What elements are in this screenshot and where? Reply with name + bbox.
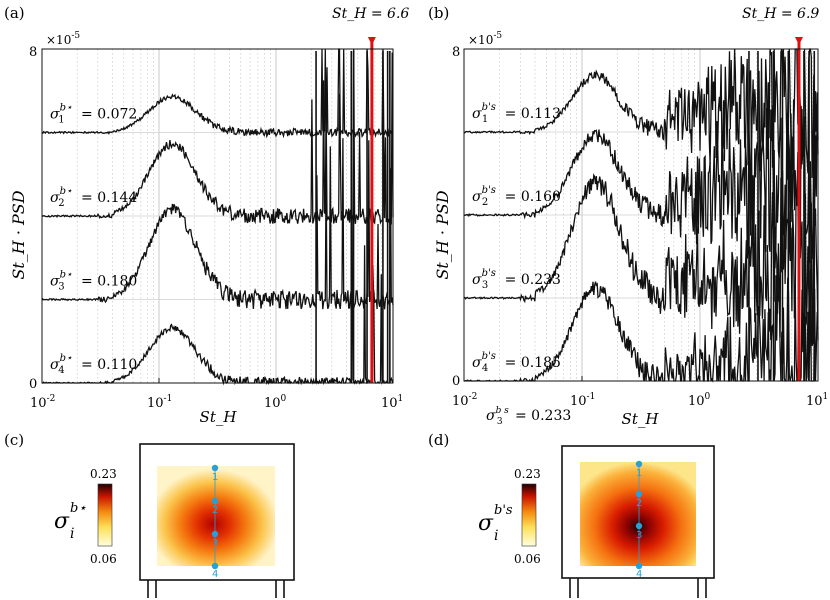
xtick-label: 10-1 xyxy=(147,394,172,411)
symbol-c: σ xyxy=(54,509,70,534)
sigma-label-2: σb's 2 = 0.160 xyxy=(472,185,561,208)
marker-line-a xyxy=(367,37,376,383)
probe-label-2: 2 xyxy=(212,505,218,516)
panel-label-a: (a) xyxy=(4,4,25,22)
xtick-label: 10-2 xyxy=(30,394,55,411)
probe-label-4: 4 xyxy=(212,569,218,580)
ylabel-a: St_H · PSD xyxy=(9,190,28,279)
symbol-sub-d: i xyxy=(494,528,498,544)
psd-trace-3 xyxy=(463,157,819,353)
map-label-c: (c) xyxy=(4,431,24,449)
probe-label-1: 1 xyxy=(636,468,642,479)
xticks-a: 10-2 10-1 100 101 xyxy=(30,378,403,411)
sigma-label-3: σb⋆ 3 = 0.180 xyxy=(50,270,137,293)
symbol-sup-c: b⋆ xyxy=(70,501,86,516)
probe-point-1 xyxy=(635,460,643,468)
exponent-label-b: ×10-5 xyxy=(468,31,502,47)
probe-point-2 xyxy=(635,490,643,498)
xtick-label: 100 xyxy=(264,394,287,411)
ylabel-b: St_H · PSD xyxy=(433,190,452,279)
cbar-max-c: 0.23 xyxy=(90,467,117,481)
psd-trace-2 xyxy=(463,92,819,269)
axes-frame-b xyxy=(463,48,819,382)
xticks-b: 10-2 10-1 100 101 xyxy=(452,376,828,409)
sigma-label-2: σb⋆ 2 = 0.144 xyxy=(50,186,137,209)
ytick-bottom-b: 0 xyxy=(452,374,460,389)
probes-c: 1 2 3 4 xyxy=(211,464,219,580)
psd-panel-b: (b) ×10-5 St_H = 6.9 8 0 10-2 10-1 100 101 … xyxy=(428,4,828,428)
probe-label-3: 3 xyxy=(636,530,642,541)
cbar-max-d: 0.23 xyxy=(514,467,541,481)
probe-point-3 xyxy=(635,522,643,530)
axes-frame-a xyxy=(41,48,394,384)
psd-trace-1 xyxy=(41,48,394,139)
xtick-label: 101 xyxy=(381,394,403,411)
cbar-min-d: 0.06 xyxy=(514,552,541,566)
probe-point-2 xyxy=(211,497,219,505)
marker-arrowhead xyxy=(367,37,376,45)
sigma-map-c: (c) σ i b⋆ 0.23 0.06 1 2 3 4 xyxy=(4,431,295,598)
sigma-map-d: (d) σ i b's 0.23 0.06 1 2 3 4 xyxy=(428,431,715,598)
probe-point-3 xyxy=(211,530,219,538)
xtick-label: 10-2 xyxy=(452,392,477,409)
sigma-labels-b: σb's 1 = 0.113 σb's 2 = 0.160 σb's 3 = 0.233 σ… xyxy=(472,102,561,374)
marker-arrowhead xyxy=(794,37,803,45)
xlabel-b: St_H xyxy=(622,410,660,428)
sigma-labels-a: σb⋆ 1 = 0.072 σb⋆ 2 = 0.144 σb⋆ 3 = 0.180 σb⋆ 4… xyxy=(50,103,137,377)
marker-label-b: St_H = 6.9 xyxy=(742,6,819,22)
symbol-d: σ xyxy=(478,511,494,536)
xtick-label: 10-1 xyxy=(570,392,595,409)
probe-point-4 xyxy=(635,562,643,570)
psd-trace-1 xyxy=(463,48,819,178)
xlabel-a: St_H xyxy=(200,408,238,426)
psd-trace-2 xyxy=(41,48,394,225)
sigma-label-1: σb⋆ 1 = 0.072 xyxy=(50,103,137,126)
probe-label-4: 4 xyxy=(636,569,642,580)
sigma-label-3: σb's 3 = 0.233 xyxy=(472,268,561,291)
xtick-label: 100 xyxy=(688,392,711,409)
exponent-label-a: ×10-5 xyxy=(46,31,80,47)
psd-panel-a: (a) ×10-5 St_H = 6.6 8 0 10-2 10-1 100 101 … xyxy=(4,4,409,426)
symbol-sup-d: b's xyxy=(494,503,513,518)
ytick-bottom-a: 0 xyxy=(29,377,37,392)
legs-d xyxy=(569,578,707,598)
traces-a xyxy=(41,48,394,386)
probe-label-2: 2 xyxy=(636,498,642,509)
sigma-label-1: σb's 1 = 0.113 xyxy=(472,102,561,125)
probe-label-1: 1 xyxy=(212,472,218,483)
cbar-min-c: 0.06 xyxy=(90,552,117,566)
ytick-top-b: 8 xyxy=(452,45,460,60)
legs-c xyxy=(147,580,285,598)
map-label-d: (d) xyxy=(428,431,449,449)
marker-line-b xyxy=(794,37,803,381)
ytick-top-a: 8 xyxy=(29,45,37,60)
sigma-label-4: σb's 4 = 0.185 xyxy=(472,351,561,374)
heatmap-c xyxy=(157,466,275,566)
probe-label-3: 3 xyxy=(212,538,218,549)
sigma-label-4: σb⋆ 4 = 0.110 xyxy=(50,353,137,376)
colorbar-d xyxy=(521,483,537,547)
probes-d: 1 2 3 4 xyxy=(635,460,643,580)
marker-label-a: St_H = 6.6 xyxy=(332,6,409,22)
heatmap-d xyxy=(580,462,696,566)
panel-label-b: (b) xyxy=(428,4,449,22)
probe-point-4 xyxy=(211,562,219,570)
xtick-label: 101 xyxy=(806,392,828,409)
symbol-sub-c: i xyxy=(70,526,74,542)
probe-point-1 xyxy=(211,464,219,472)
psd-trace-3 xyxy=(41,138,394,310)
colorbar-c xyxy=(97,483,113,547)
psd-trace-4 xyxy=(42,221,394,386)
